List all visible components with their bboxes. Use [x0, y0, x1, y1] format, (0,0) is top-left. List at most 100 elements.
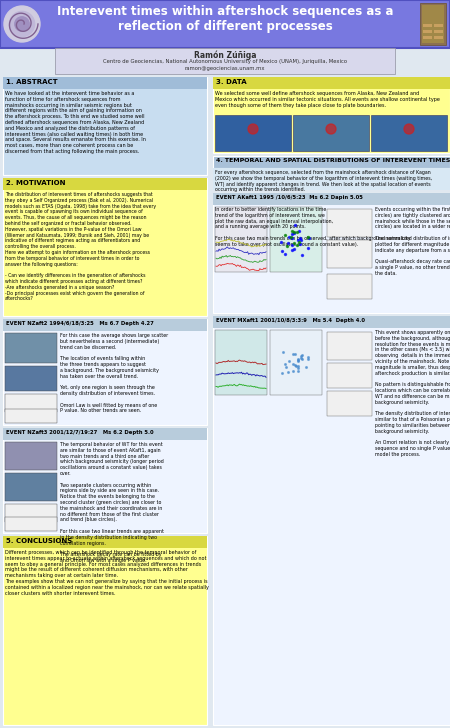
Point	[279, 368, 286, 379]
FancyBboxPatch shape	[434, 30, 443, 33]
Point	[281, 229, 288, 240]
Point	[294, 355, 302, 367]
Text: EVENT MXaft1 2001/10/8/3:3:9   Ms 5.4  Depth 4.0: EVENT MXaft1 2001/10/8/3:3:9 Ms 5.4 Dept…	[216, 318, 365, 323]
FancyBboxPatch shape	[3, 178, 207, 316]
Point	[304, 354, 311, 365]
FancyBboxPatch shape	[5, 517, 57, 531]
Circle shape	[15, 17, 29, 31]
Text: 1. ABSTRACT: 1. ABSTRACT	[6, 79, 58, 85]
FancyBboxPatch shape	[213, 77, 450, 153]
Point	[290, 348, 297, 360]
FancyBboxPatch shape	[422, 5, 444, 43]
Point	[289, 228, 296, 240]
Text: We have looked at the interevent time behavior as a
function of time for aftersh: We have looked at the interevent time be…	[5, 91, 146, 154]
FancyBboxPatch shape	[213, 156, 450, 168]
Point	[285, 231, 292, 242]
Text: The distribution of interevent times of aftershocks suggests that
they obey a Se: The distribution of interevent times of …	[5, 192, 156, 301]
FancyBboxPatch shape	[55, 48, 395, 74]
FancyBboxPatch shape	[434, 24, 443, 27]
Text: Ramón Zúñiga: Ramón Zúñiga	[194, 51, 256, 60]
Point	[291, 219, 298, 231]
FancyBboxPatch shape	[327, 240, 372, 268]
FancyBboxPatch shape	[5, 473, 57, 501]
FancyBboxPatch shape	[215, 330, 267, 395]
Point	[281, 358, 288, 370]
Point	[297, 350, 305, 362]
Point	[295, 354, 302, 365]
Point	[297, 234, 305, 245]
Text: 4. TEMPORAL AND SPATIAL DISTRIBUTIONS OF INTEREVENT TIMES: 4. TEMPORAL AND SPATIAL DISTRIBUTIONS OF…	[216, 158, 450, 163]
Text: We selected some well define aftershock sequences from Alaska, New Zealand and
M: We selected some well define aftershock …	[215, 91, 440, 108]
FancyBboxPatch shape	[5, 394, 57, 412]
Text: EVENT AKaft1 1995 /10/6/5:23  Ms 6.2 Dapin 5.05: EVENT AKaft1 1995 /10/6/5:23 Ms 6.2 Dapi…	[216, 195, 363, 200]
Point	[284, 366, 291, 378]
Point	[297, 239, 304, 250]
Point	[288, 245, 296, 256]
Point	[283, 240, 290, 252]
Point	[280, 347, 287, 358]
Point	[298, 250, 306, 261]
FancyBboxPatch shape	[5, 333, 57, 363]
FancyBboxPatch shape	[5, 504, 57, 522]
Point	[281, 248, 288, 259]
Point	[288, 226, 295, 237]
FancyBboxPatch shape	[215, 115, 291, 151]
FancyBboxPatch shape	[327, 274, 372, 299]
Point	[291, 348, 298, 360]
FancyBboxPatch shape	[3, 77, 207, 89]
Point	[299, 349, 306, 361]
Point	[283, 362, 290, 373]
Point	[290, 226, 297, 237]
FancyBboxPatch shape	[3, 178, 207, 190]
Text: The temporal behavior of WT for this event
are similar to those of event AKaft1,: The temporal behavior of WT for this eve…	[60, 442, 164, 563]
Point	[291, 227, 298, 239]
Text: EVENT NZaft3 2001/12/7/19:27   Ms 6.2 Depth 5.0: EVENT NZaft3 2001/12/7/19:27 Ms 6.2 Dept…	[6, 430, 153, 435]
FancyBboxPatch shape	[213, 77, 450, 89]
FancyBboxPatch shape	[3, 536, 207, 725]
FancyBboxPatch shape	[5, 409, 57, 423]
Point	[291, 243, 298, 255]
FancyBboxPatch shape	[213, 316, 450, 328]
Text: Different processes, which can be identified through the temporal behavior of
in: Different processes, which can be identi…	[5, 550, 209, 596]
Text: Events occurring within the first trend (blue
circles) are tightly clustered aro: Events occurring within the first trend …	[375, 207, 450, 276]
Text: In order to better identify locations in the time
trend of the logarithm of inte: In order to better identify locations in…	[215, 207, 410, 247]
FancyBboxPatch shape	[423, 36, 432, 39]
Point	[289, 365, 296, 376]
Circle shape	[326, 124, 336, 134]
FancyBboxPatch shape	[213, 316, 450, 725]
FancyBboxPatch shape	[3, 77, 207, 175]
Point	[294, 234, 302, 246]
Point	[295, 225, 302, 237]
Circle shape	[9, 12, 35, 36]
FancyBboxPatch shape	[423, 30, 432, 33]
Point	[293, 226, 301, 238]
FancyBboxPatch shape	[0, 0, 450, 48]
Point	[288, 240, 295, 251]
Point	[291, 237, 298, 248]
FancyBboxPatch shape	[3, 428, 207, 440]
Text: 3. DATA: 3. DATA	[216, 79, 247, 85]
Point	[292, 359, 299, 371]
FancyBboxPatch shape	[293, 115, 369, 151]
Text: 5. CONCLUSIONS: 5. CONCLUSIONS	[6, 538, 72, 544]
Point	[294, 365, 302, 377]
Text: For every aftershock sequence, selected from the mainshock aftershock distance o: For every aftershock sequence, selected …	[215, 170, 432, 192]
Point	[294, 363, 302, 374]
Circle shape	[4, 6, 40, 42]
FancyBboxPatch shape	[327, 209, 372, 237]
FancyBboxPatch shape	[5, 366, 57, 391]
Point	[297, 352, 305, 364]
Point	[285, 355, 292, 367]
Point	[304, 351, 311, 363]
Circle shape	[248, 124, 258, 134]
Point	[294, 354, 302, 365]
FancyBboxPatch shape	[423, 24, 432, 27]
Point	[279, 245, 286, 257]
FancyBboxPatch shape	[3, 319, 207, 331]
Point	[304, 231, 311, 242]
Text: EVENT NZaft2 1994/6/18/3:25   Ms 6.7 Depth 4.27: EVENT NZaft2 1994/6/18/3:25 Ms 6.7 Depth…	[6, 321, 154, 326]
Text: Interevent times within aftershock sequences as a
reflection of different proces: Interevent times within aftershock seque…	[57, 5, 393, 33]
Point	[299, 354, 306, 365]
Point	[292, 360, 300, 372]
Text: ramon@geociencias.unam.mx: ramon@geociencias.unam.mx	[185, 66, 265, 71]
